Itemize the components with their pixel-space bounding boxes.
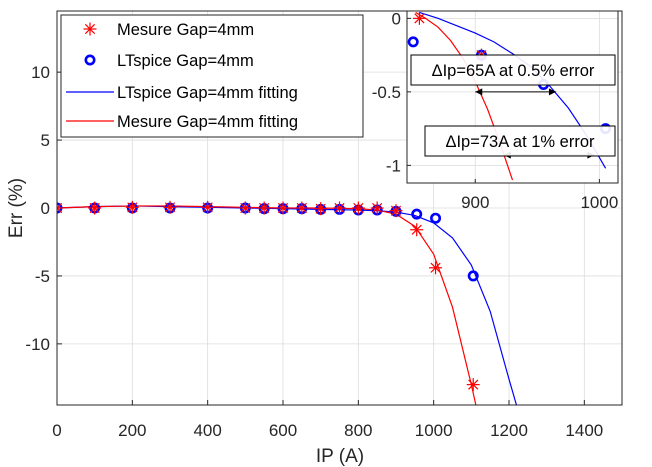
mesure-point — [257, 201, 271, 215]
x-tick-label: 400 — [193, 421, 221, 440]
inset-x-tick-label: 900 — [461, 193, 489, 212]
main-plot-frame — [56, 10, 623, 406]
ltspice-point — [411, 208, 423, 220]
legend-item: LTspice Gap=4mm — [84, 52, 254, 70]
mesure-point — [466, 378, 480, 392]
mesure-point — [429, 261, 443, 275]
legend-item: LTspice Gap=4mm fitting — [66, 84, 298, 102]
y-tick-label: 0 — [41, 199, 50, 218]
x-tick-label: 1400 — [565, 421, 603, 440]
x-tick-label: 600 — [269, 421, 297, 440]
y-tick-label: -5 — [35, 267, 50, 286]
inset-mesure-point — [412, 11, 426, 25]
mesure-point — [295, 201, 309, 215]
y-axis-label: Err (%) — [6, 178, 27, 238]
legend-box — [60, 14, 364, 138]
mesure-point — [314, 202, 328, 216]
annotation-label: ΔIp=65A at 0.5% error — [432, 62, 595, 80]
mesure-point — [163, 200, 177, 214]
y-tick-label: 10 — [31, 63, 50, 82]
legend-label: LTspice Gap=4mm — [117, 52, 254, 70]
annotation-box — [410, 54, 616, 86]
mesure-point — [410, 223, 424, 237]
legend-circle-icon — [84, 54, 96, 66]
x-axis-label: IP (A) — [316, 446, 364, 467]
mesure-point — [389, 204, 403, 218]
mesure-point — [351, 201, 365, 215]
legend-label: Mesure Gap=4mm fitting — [117, 113, 298, 131]
y-tick-label: -10 — [25, 335, 50, 354]
mesure-point — [238, 201, 252, 215]
inset-x-tick-label: 1000 — [580, 193, 618, 212]
annotation-label: ΔIp=73A at 1% error — [445, 133, 595, 151]
annotation: ΔIp=73A at 1% error — [424, 125, 616, 159]
mesure-point — [370, 201, 384, 215]
arrowhead-left-icon — [475, 88, 483, 96]
legend: Mesure Gap=4mm LTspice Gap=4mm LTspice Gap… — [60, 14, 364, 138]
mesure-point — [57, 201, 64, 215]
mesure-point — [201, 200, 215, 214]
x-tick-label: 0 — [52, 421, 61, 440]
main-markers — [57, 200, 480, 392]
legend-label: LTspice Gap=4mm fitting — [117, 84, 298, 102]
inset-y-tick-label: 0 — [392, 9, 401, 28]
main-ticks: 0 200 400 600 800 1000 1200 1400 10 5 0 -5 -10 — [25, 63, 603, 440]
x-tick-label: 800 — [344, 421, 372, 440]
ltspice-point — [430, 212, 442, 224]
inset-plot-frame — [406, 10, 619, 184]
x-tick-label: 200 — [118, 421, 146, 440]
legend-item: Mesure Gap=4mm fitting — [66, 113, 298, 131]
ltspice-point — [467, 270, 479, 282]
arrowhead-right-icon — [548, 88, 556, 96]
inset-plot-area — [407, 11, 618, 183]
inset-fit-line — [419, 11, 607, 169]
mesure-point — [333, 201, 346, 215]
legend-label: Mesure Gap=4mm — [117, 21, 254, 39]
annotation-box — [424, 125, 616, 157]
x-tick-label: 1000 — [415, 421, 453, 440]
mesure-point — [276, 201, 290, 215]
inset-annotations: ΔIp=65A at 0.5% error ΔIp=73A at 1% error — [410, 54, 616, 159]
mesure-point — [88, 201, 102, 215]
inset-y-tick-label: -1 — [386, 156, 401, 175]
inset-ticks: 900 1000 0 -0.5 -1 — [372, 9, 619, 212]
legend-item: Mesure Gap=4mm — [83, 21, 254, 39]
mesure-point — [125, 200, 139, 214]
inset-ltspice-point — [407, 36, 419, 48]
annotation: ΔIp=65A at 0.5% error — [410, 54, 616, 96]
y-tick-label: 5 — [41, 131, 50, 150]
inset-y-tick-label: -0.5 — [372, 83, 401, 102]
x-tick-label: 1200 — [490, 421, 528, 440]
legend-asterisk-icon — [83, 22, 97, 36]
